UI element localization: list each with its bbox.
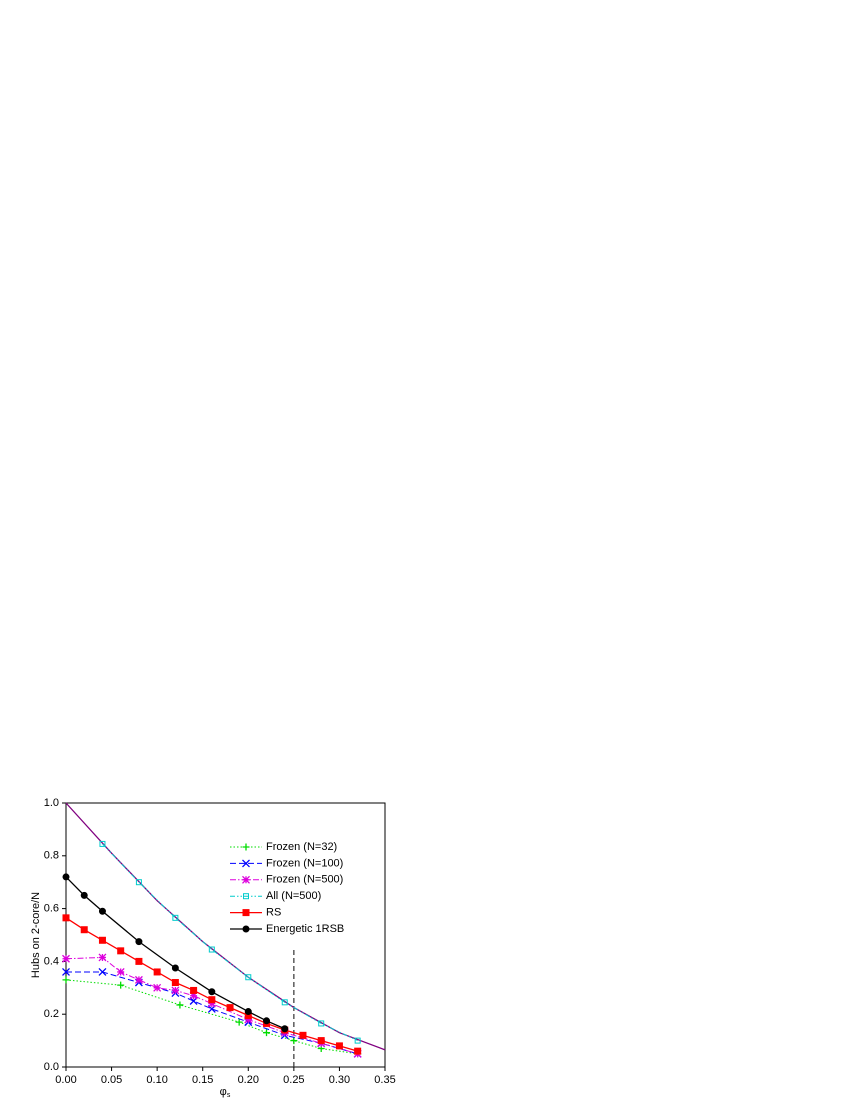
marker — [354, 1037, 361, 1044]
marker — [299, 1031, 307, 1039]
marker — [135, 879, 142, 886]
marker — [263, 1017, 271, 1025]
marker — [354, 1047, 362, 1055]
legend-marker — [243, 893, 249, 900]
y-tick-label: 0.0 — [44, 1061, 59, 1073]
marker — [208, 996, 216, 1004]
marker — [171, 986, 180, 995]
x-tick-label: 0.20 — [238, 1074, 259, 1086]
marker — [98, 953, 107, 962]
marker — [117, 981, 125, 989]
marker — [281, 999, 288, 1006]
marker — [135, 938, 143, 946]
marker — [62, 873, 70, 881]
marker — [171, 979, 179, 987]
legend-marker — [242, 843, 250, 851]
series-line — [66, 971, 358, 1055]
legend-label: Frozen (N=32) — [266, 841, 337, 853]
series-line — [65, 979, 358, 1055]
y-tick-label: 1.0 — [44, 797, 59, 809]
marker — [80, 891, 88, 899]
x-tick-label: 0.15 — [192, 1074, 213, 1086]
x-tick-label: 0.10 — [146, 1074, 167, 1086]
series-line — [65, 956, 358, 1055]
y-tick-label: 0.6 — [44, 903, 59, 915]
series-line — [102, 843, 358, 1042]
marker — [226, 1004, 234, 1012]
marker — [98, 936, 106, 944]
plot-frame — [65, 802, 386, 1068]
marker — [62, 954, 70, 963]
marker — [244, 1015, 253, 1024]
legend-label: All (N=500) — [266, 890, 321, 902]
y-axis-label: Hubs on 2-core/N — [30, 892, 42, 978]
x-axis-subscript: s — [227, 1092, 231, 1099]
marker — [62, 968, 70, 976]
y-tick-label: 0.2 — [44, 1008, 59, 1020]
marker — [317, 1037, 325, 1045]
y-tick-label: 0.8 — [44, 850, 59, 862]
marker — [245, 974, 252, 981]
marker — [281, 1025, 289, 1033]
x-tick-label: 0.30 — [329, 1074, 350, 1086]
x-tick-label: 0.35 — [374, 1074, 395, 1086]
x-axis-symbol: φ — [220, 1086, 227, 1098]
legend-label: Frozen (N=100) — [266, 857, 343, 869]
x-axis-label: φs — [220, 1086, 231, 1099]
marker — [235, 1018, 243, 1026]
marker — [62, 914, 70, 922]
marker — [80, 926, 88, 934]
marker — [208, 988, 216, 996]
x-tick-label: 0.25 — [283, 1074, 304, 1086]
marker — [116, 968, 125, 976]
marker — [171, 964, 179, 972]
y-tick-label: 0.4 — [44, 955, 59, 967]
marker — [244, 1008, 252, 1016]
marker — [98, 968, 107, 976]
marker — [153, 983, 162, 992]
legend-marker — [242, 925, 250, 933]
marker — [189, 991, 198, 1000]
marker — [172, 914, 179, 921]
x-tick-label: 0.00 — [55, 1074, 76, 1086]
marker — [190, 986, 198, 994]
marker — [207, 999, 216, 1008]
legend-label: Energetic 1RSB — [266, 923, 344, 935]
marker — [135, 957, 143, 965]
marker — [318, 1020, 325, 1027]
series-line — [65, 876, 286, 1030]
marker — [99, 840, 106, 847]
x-tick-label: 0.05 — [101, 1074, 122, 1086]
marker — [117, 947, 125, 955]
marker — [176, 1001, 184, 1009]
marker — [62, 976, 70, 984]
marker — [153, 968, 161, 976]
marker — [98, 907, 106, 915]
marker — [263, 1029, 271, 1037]
marker — [290, 1037, 298, 1045]
legend-label: RS — [266, 907, 281, 919]
legend-marker — [242, 859, 250, 868]
marker — [208, 946, 215, 953]
marker — [134, 975, 143, 984]
legend-label: Frozen (N=500) — [266, 874, 343, 886]
series-line — [65, 917, 358, 1052]
legend-marker — [242, 909, 250, 917]
legend-marker — [242, 875, 250, 884]
marker — [335, 1042, 343, 1050]
